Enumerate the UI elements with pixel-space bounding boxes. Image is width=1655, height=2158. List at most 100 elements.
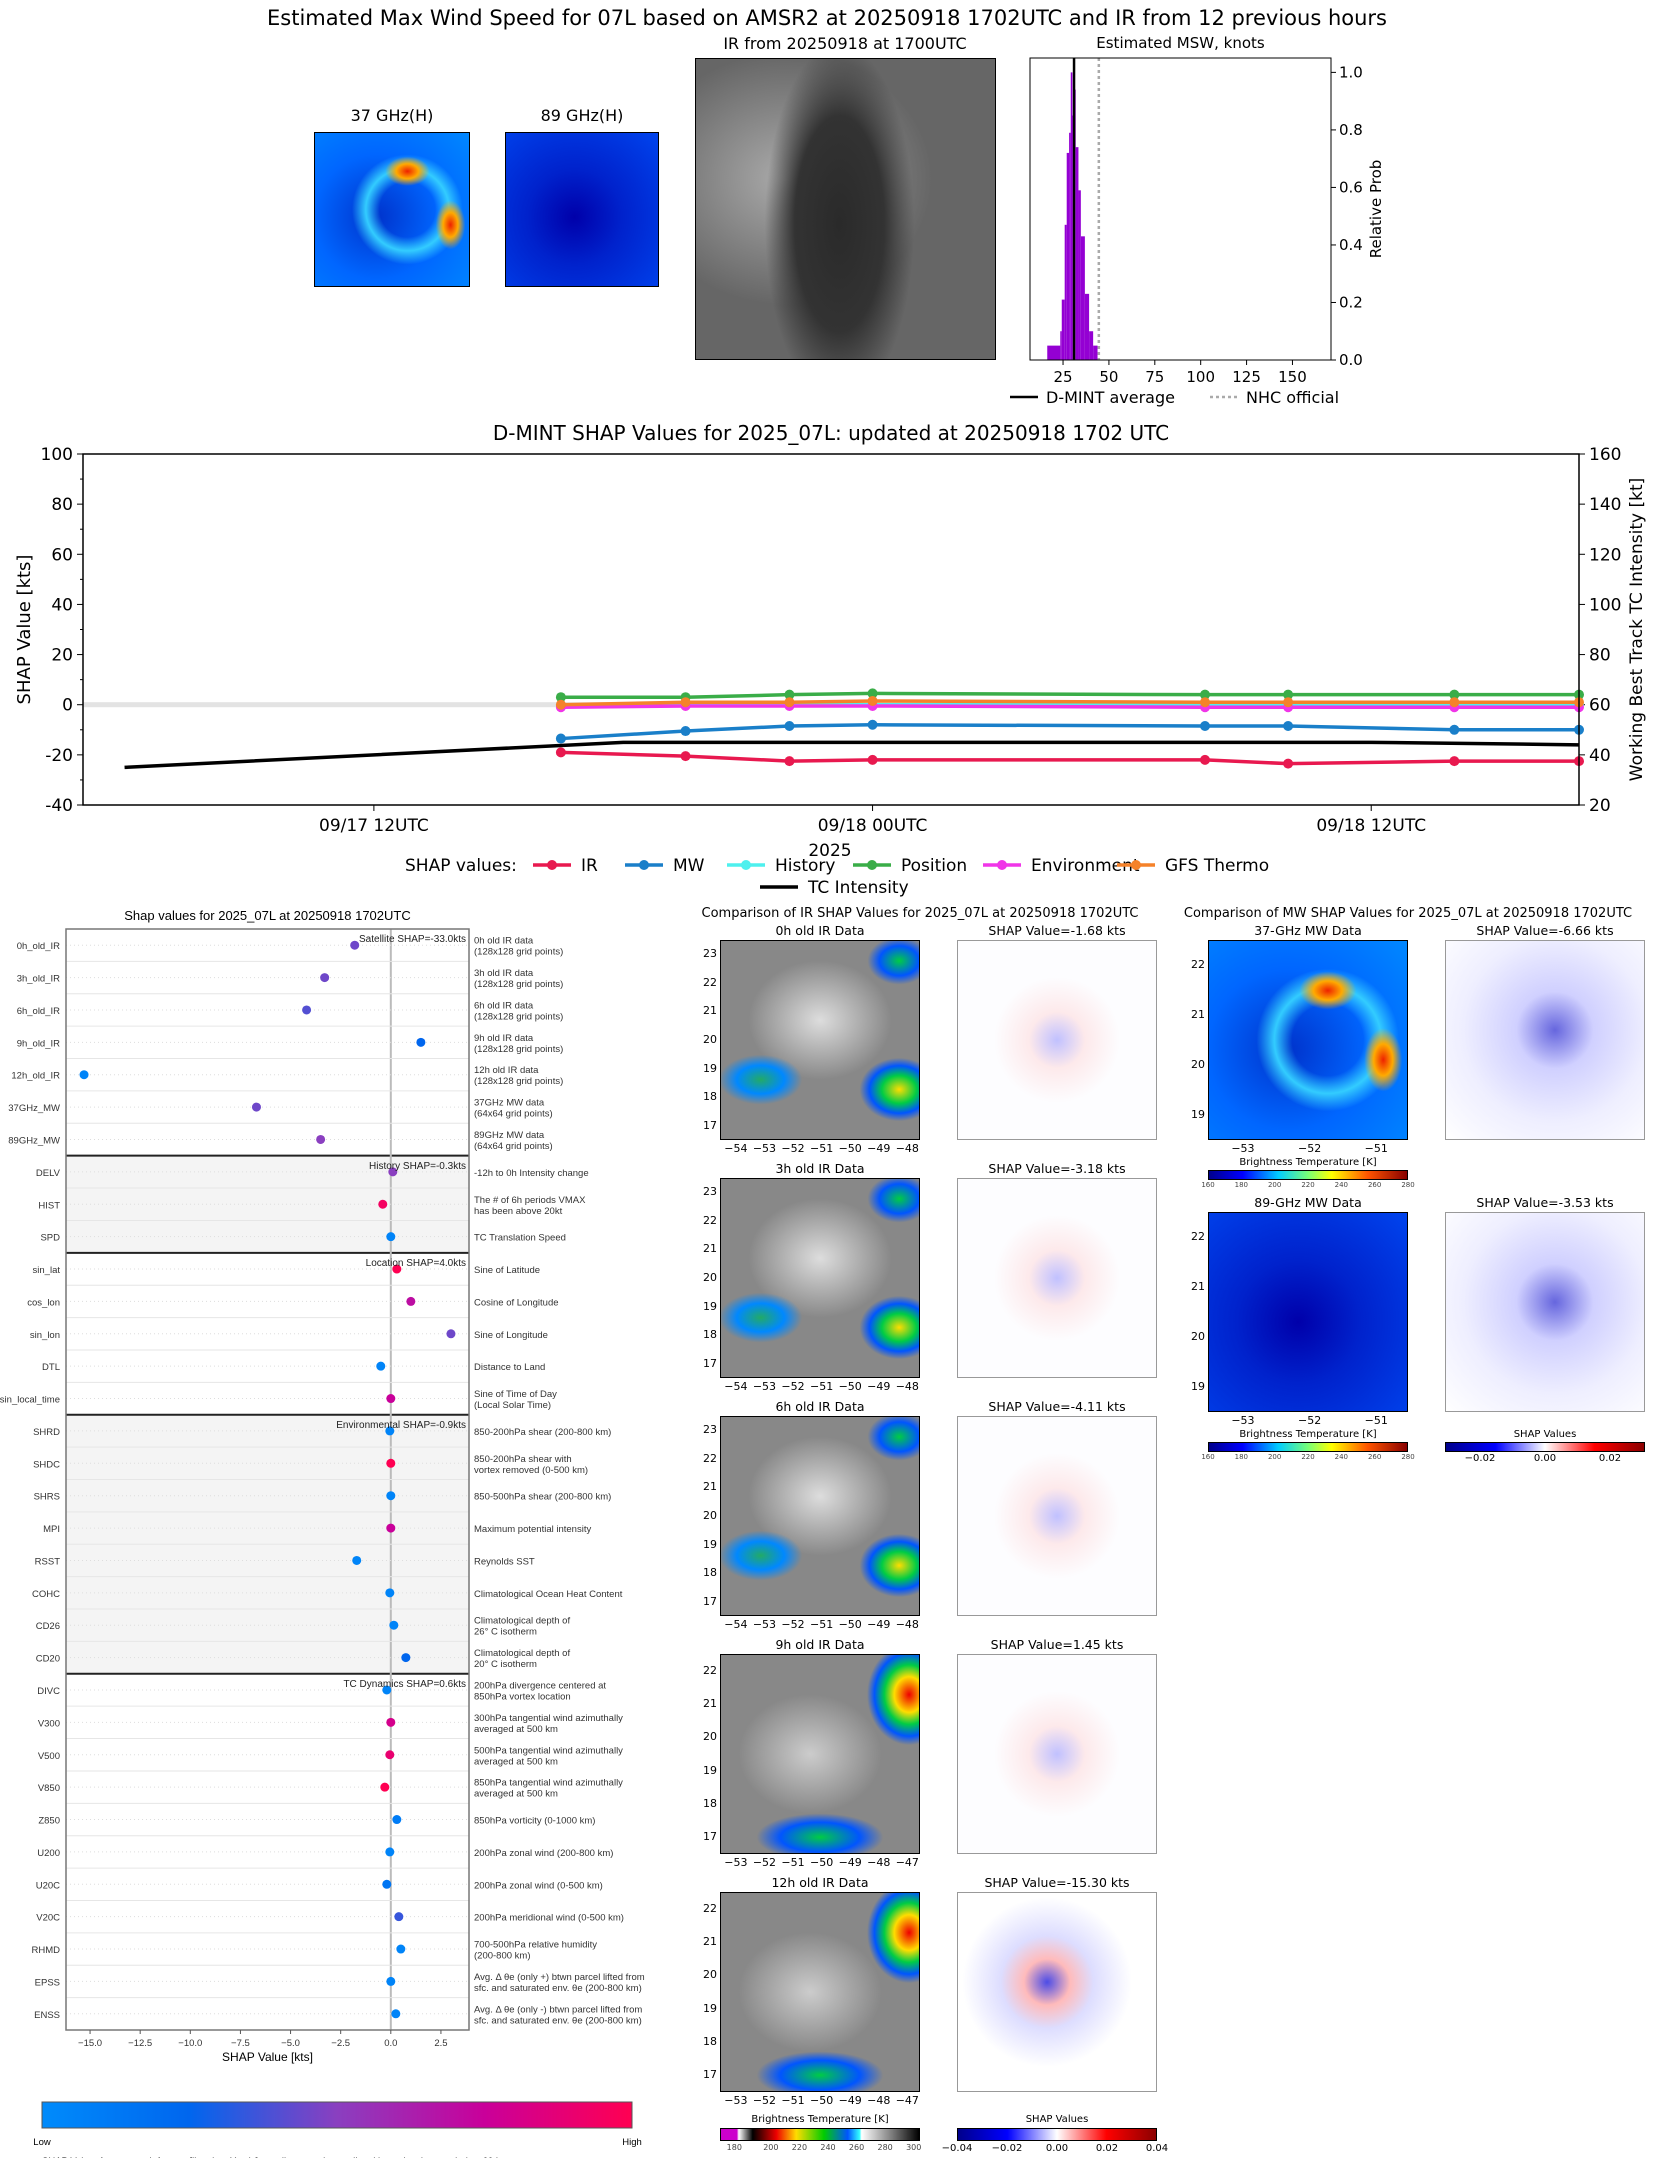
y-tick-label: 20 (1191, 1058, 1205, 1071)
feature-description: Climatological depth of (474, 1648, 570, 1659)
y-tick-label: 20 (1191, 1330, 1205, 1343)
group-shap-label: TC Dynamics SHAP=0.6kts (343, 1679, 466, 1690)
feature-name: DTL (42, 1362, 60, 1373)
y-tick-label: 18 (703, 1797, 717, 1810)
feature-description: averaged at 500 km (474, 1756, 558, 1767)
y-tick-label: 60 (51, 545, 73, 565)
y-tick-label: 20 (703, 1968, 717, 1982)
y-tick-label: 1.0 (1339, 63, 1363, 81)
bt-colorbar (720, 2128, 920, 2141)
legend-marker (741, 860, 751, 870)
x-tick-label: −47 (895, 1856, 919, 1869)
x-tick-label: −52 (1298, 1142, 1322, 1155)
series-point (1200, 754, 1210, 765)
y-tick-label: 19 (703, 2001, 717, 2015)
x-tick-label: −49 (838, 1856, 862, 1869)
series-point (784, 756, 795, 767)
mw-data-image (1208, 1212, 1408, 1412)
y2-tick-label: 60 (1589, 696, 1611, 716)
y-tick-label: 0.0 (1339, 351, 1363, 369)
mw-compare-title: Comparison of MW SHAP Values for 2025_07… (1183, 906, 1633, 921)
y-tick-label: 0.4 (1339, 236, 1363, 254)
legend-dmint: D-MINT average (1046, 388, 1175, 407)
shap-dot (316, 1134, 326, 1144)
feature-name: SHRD (33, 1427, 60, 1438)
x-tick-label: −52 (1298, 1414, 1322, 1427)
histogram-bar (1066, 152, 1070, 360)
group-background (66, 1252, 469, 1415)
feature-description: 850-500hPa shear (200-800 km) (474, 1492, 611, 1503)
feature-description: Climatological depth of (474, 1616, 570, 1627)
series-point (1283, 697, 1294, 708)
feature-name: 12h_old_IR (11, 1071, 60, 1082)
shap-dot (406, 1296, 416, 1306)
shap-dot (391, 2009, 401, 2019)
y-tick-label: 19 (703, 1061, 717, 1075)
mw-data-title: 89-GHz MW Data (1254, 1195, 1362, 1210)
feature-description: 3h old IR data (474, 968, 534, 979)
x-tick-label: −49 (838, 2094, 862, 2107)
legend-label: Environment (1031, 856, 1140, 876)
bt-colorbar-tick: 260 (848, 2143, 865, 2152)
bt-colorbar-tick: 180 (1234, 1453, 1249, 1461)
y-axis-label: Relative Prob (1367, 160, 1385, 259)
y-tick-label: 0.6 (1339, 178, 1363, 196)
shap-dot (382, 1685, 392, 1695)
x-tick-label: −52 (752, 2094, 777, 2107)
y-tick-label: 22 (703, 1901, 717, 1915)
feature-description: 0h old IR data (474, 936, 534, 947)
feature-description: Sine of Time of Day (474, 1389, 557, 1400)
y-tick-label: 21 (703, 1935, 717, 1948)
feature-description: averaged at 500 km (474, 1789, 558, 1800)
y-tick-label: 22 (703, 1213, 717, 1227)
x-tick-label: −51 (810, 1142, 834, 1155)
x-tick-label: −53 (1231, 1142, 1255, 1155)
feature-description: TC Translation Speed (474, 1233, 566, 1244)
y-tick-label: 22 (703, 1663, 717, 1677)
histogram-bar (1070, 72, 1073, 360)
bt-colorbar-tick: 200 (763, 2143, 779, 2152)
bt-colorbar-tick: 160 (1201, 1453, 1215, 1461)
feature-name: CD20 (36, 1654, 60, 1665)
feature-name: RSST (35, 1556, 61, 1567)
feature-name: V20C (36, 1913, 60, 1924)
colorbar-high: High (622, 2137, 642, 2148)
x-tick-label: 100 (1186, 368, 1215, 386)
shap-dot (320, 973, 330, 983)
mw-shap-image (1445, 1212, 1645, 1412)
y-tick-label: 40 (51, 595, 73, 615)
series-point (1200, 721, 1210, 732)
legend-marker (1131, 860, 1141, 870)
y-tick-label: 21 (1191, 1280, 1205, 1293)
x-tick-label: −48 (895, 1380, 919, 1393)
y-tick-label: 21 (703, 1697, 717, 1710)
feature-description: vortex removed (0-500 km) (474, 1465, 588, 1476)
feature-description: Cosine of Longitude (474, 1297, 559, 1308)
y2-tick-label: 40 (1589, 746, 1611, 766)
feature-description: Sine of Longitude (474, 1330, 548, 1341)
y-tick-label: 17 (703, 1356, 717, 1370)
feature-description: 200hPa meridional wind (0-500 km) (474, 1913, 624, 1924)
series-line-position (560, 691, 1579, 699)
legend-nhc: NHC official (1246, 388, 1339, 407)
group-shap-label: History SHAP=-0.3kts (369, 1161, 466, 1172)
series-point (555, 733, 566, 744)
shap-colorbar-tick: −0.04 (941, 2143, 973, 2154)
y-tick-label: 20 (703, 1033, 717, 1046)
series-point (1283, 721, 1294, 732)
y2-tick-label: 100 (1589, 595, 1621, 615)
feature-description: (128x128 grid points) (474, 979, 563, 990)
y-tick-label: 0.2 (1339, 293, 1363, 311)
mw37-image (314, 132, 470, 287)
bt-colorbar-tick: 300 (906, 2143, 922, 2152)
legend-title: SHAP values: (405, 856, 517, 876)
y-tick-label: 23 (703, 1423, 717, 1437)
bt-colorbar-tick: 200 (1267, 1181, 1282, 1189)
y-tick-label: 100 (41, 445, 73, 465)
ir-shap-image (957, 1178, 1157, 1378)
y-tick-label: 17 (703, 2068, 717, 2082)
bt-colorbar-tick: 180 (726, 2143, 742, 2152)
shap-colorbar-tick: 0.00 (1045, 2143, 1069, 2154)
shap-dot (385, 1750, 395, 1760)
